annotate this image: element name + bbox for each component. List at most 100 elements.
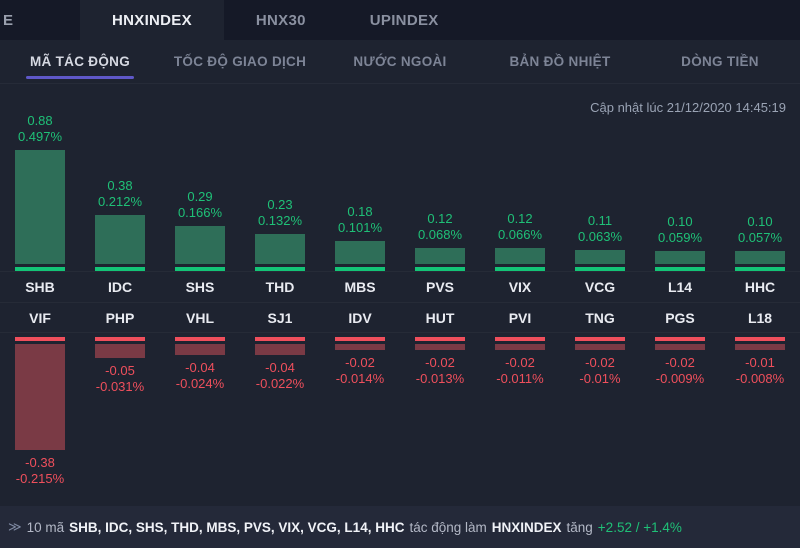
ticker-cell[interactable]: MBS [344, 279, 376, 295]
impact-column-negative[interactable]: -0.02 -0.011% [480, 337, 560, 387]
ticker-cell[interactable]: L14 [667, 279, 693, 295]
tab-upindex[interactable]: UPINDEX [369, 11, 439, 29]
subtab-label: NƯỚC NGOÀI [353, 54, 447, 69]
ticker-cell[interactable]: PVI [508, 309, 532, 326]
tab-hnx30[interactable]: HNX30 [255, 11, 306, 29]
baseline-accent-negative [95, 337, 145, 341]
ticker-cell[interactable]: SHS [185, 279, 215, 295]
subtab-dong-tien[interactable]: DÒNG TIỀN [640, 40, 800, 83]
impact-column-negative[interactable]: -0.04 -0.022% [240, 337, 320, 392]
impact-bar-positive [335, 241, 385, 264]
subtab-ma-tac-dong[interactable]: MÃ TÁC ĐỘNG [0, 40, 160, 83]
negative-bars-row: -0.38 -0.215% -0.05 -0.031% -0.04 -0.024% -0.0… [0, 333, 800, 506]
tab-hnxindex[interactable]: HNXINDEX [80, 0, 224, 40]
baseline-accent-positive [575, 267, 625, 271]
impact-column-positive[interactable]: 0.23 0.132% [240, 84, 320, 271]
ticker-cell[interactable]: PVS [425, 279, 454, 295]
impact-values: 0.10 0.057% [738, 214, 782, 246]
impact-values: -0.05 -0.031% [96, 363, 144, 395]
subtab-nuoc-ngoai[interactable]: NƯỚC NGOÀI [320, 40, 480, 83]
impact-chart: Cập nhật lúc 21/12/2020 14:45:19 0.88 0.4… [0, 84, 800, 506]
impact-percent: -0.011% [496, 371, 544, 386]
impact-value: -0.02 [345, 355, 375, 370]
ticker-cell[interactable]: VIX [508, 279, 532, 295]
impact-value: 0.12 [427, 211, 453, 226]
impact-bar-negative [255, 344, 305, 355]
impact-values: -0.01 -0.008% [736, 355, 784, 387]
impact-column-negative[interactable]: -0.02 -0.014% [320, 337, 400, 387]
impact-column-negative[interactable]: -0.05 -0.031% [80, 337, 160, 395]
index-tabs-bar: E HNXINDEX HNX30 UPINDEX [0, 0, 800, 40]
impact-value: 0.12 [507, 211, 533, 226]
ticker-cell[interactable]: VIF [29, 309, 51, 326]
ticker-cell[interactable]: HUT [425, 309, 455, 326]
impact-percent: -0.008% [735, 371, 785, 386]
impact-column-positive[interactable]: 0.88 0.497% [0, 84, 80, 271]
impact-value: 0.38 [107, 178, 133, 193]
ticker-cell[interactable]: SHB [25, 279, 55, 295]
subtab-ban-do-nhiet[interactable]: BẢN ĐỒ NHIỆT [480, 40, 640, 83]
tab-partial-left[interactable]: E [3, 11, 14, 29]
impact-column-negative[interactable]: -0.02 -0.009% [640, 337, 720, 387]
impact-percent: 0.101% [337, 220, 383, 235]
impact-bar-positive [95, 215, 145, 264]
impact-values: 0.38 0.212% [98, 178, 142, 210]
impact-column-negative[interactable]: -0.02 -0.013% [400, 337, 480, 387]
baseline-accent-negative [495, 337, 545, 341]
ticker-cell[interactable]: SJ1 [267, 309, 293, 326]
active-subtab-underline [26, 76, 134, 79]
impact-bar-positive [175, 226, 225, 264]
ticker-cell[interactable]: PHP [105, 309, 135, 326]
impact-percent: -0.009% [655, 371, 705, 386]
ticker-cell[interactable]: IDC [107, 279, 133, 295]
impact-bar-negative [575, 344, 625, 350]
impact-values: -0.04 -0.024% [176, 360, 224, 392]
ticker-cell[interactable]: VHL [186, 309, 214, 326]
double-arrow-icon[interactable]: ≫ [8, 519, 22, 534]
impact-column-positive[interactable]: 0.18 0.101% [320, 84, 400, 271]
impact-value: 0.10 [667, 214, 693, 229]
impact-column-positive[interactable]: 0.10 0.059% [640, 84, 720, 271]
ticker-cell[interactable]: THD [265, 279, 295, 295]
impact-column-positive[interactable]: 0.29 0.166% [160, 84, 240, 271]
impact-value: -0.01 [745, 355, 775, 370]
impact-column-positive[interactable]: 0.10 0.057% [720, 84, 800, 271]
impact-column-negative[interactable]: -0.02 -0.01% [560, 337, 640, 387]
impact-bar-negative [95, 344, 145, 358]
subtab-label: MÃ TÁC ĐỘNG [29, 54, 131, 69]
ticker-cell[interactable]: L18 [747, 309, 773, 326]
ticker-cell[interactable]: PGS [665, 309, 695, 326]
summary-tickers: SHB, IDC, SHS, THD, MBS, PVS, VIX, VCG, … [69, 519, 405, 535]
negative-tickers-row: VIF PHP VHL SJ1 IDV HUT PVI TNG PGS L18 [0, 302, 800, 333]
baseline-accent-negative [175, 337, 225, 341]
baseline-accent-positive [175, 267, 225, 271]
impact-bar-negative [415, 344, 465, 350]
impact-values: -0.02 -0.01% [579, 355, 620, 387]
impact-value: -0.05 [105, 363, 135, 378]
baseline-accent-negative [415, 337, 465, 341]
impact-percent: 0.057% [737, 230, 783, 245]
impact-column-positive[interactable]: 0.12 0.068% [400, 84, 480, 271]
impact-values: -0.02 -0.011% [496, 355, 543, 387]
impact-column-positive[interactable]: 0.12 0.066% [480, 84, 560, 271]
ticker-cell[interactable]: HHC [744, 279, 776, 295]
impact-column-positive[interactable]: 0.38 0.212% [80, 84, 160, 271]
positive-bars-row: 0.88 0.497% 0.38 0.212% 0.29 0.166% 0.23 0.132%… [0, 84, 800, 271]
baseline-accent-positive [95, 267, 145, 271]
impact-bar-negative [495, 344, 545, 350]
impact-column-negative[interactable]: -0.04 -0.024% [160, 337, 240, 392]
impact-column-negative[interactable]: -0.01 -0.008% [720, 337, 800, 387]
impact-column-positive[interactable]: 0.11 0.063% [560, 84, 640, 271]
baseline-accent-negative [15, 337, 65, 341]
summary-change: +2.52 / +1.4% [597, 519, 682, 535]
impact-column-negative[interactable]: -0.38 -0.215% [0, 337, 80, 487]
ticker-cell[interactable]: IDV [348, 309, 372, 326]
impact-values: 0.23 0.132% [258, 197, 302, 229]
impact-percent: 0.063% [577, 229, 623, 244]
ticker-cell[interactable]: VCG [584, 279, 616, 295]
ticker-cell[interactable]: TNG [585, 309, 615, 326]
subtab-label: BẢN ĐỒ NHIỆT [509, 54, 611, 69]
subtab-toc-do-giao-dich[interactable]: TỐC ĐỘ GIAO DỊCH [160, 40, 320, 83]
baseline-accent-positive [655, 267, 705, 271]
impact-percent: -0.022% [255, 376, 305, 391]
